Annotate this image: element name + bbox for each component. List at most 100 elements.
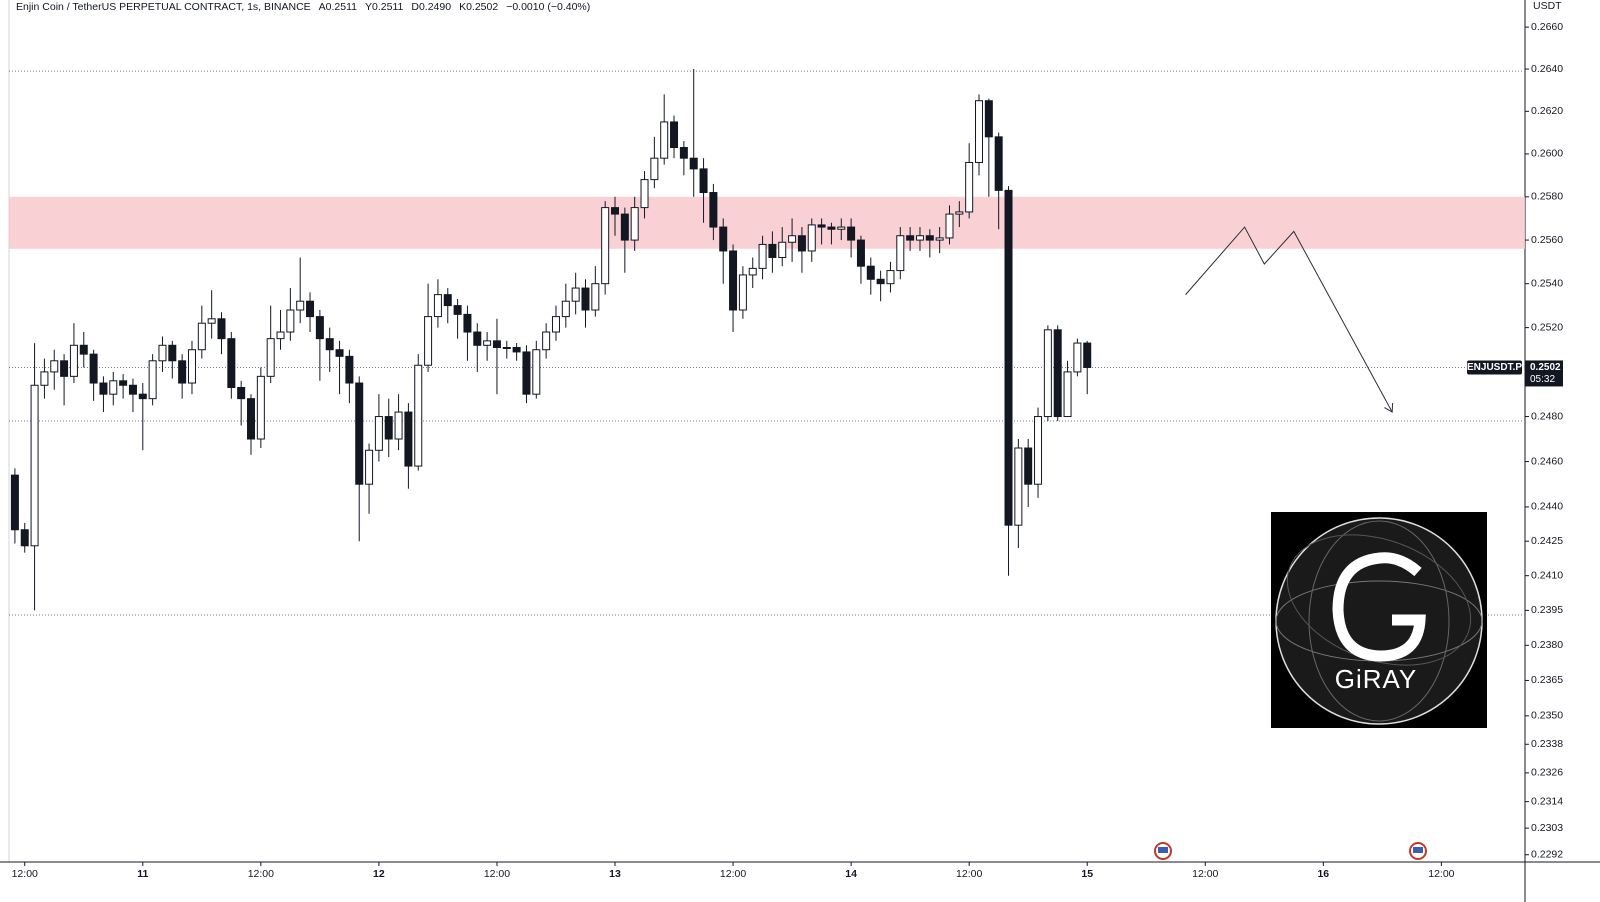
y-tick-label: 0.2640 bbox=[1531, 63, 1563, 75]
candle-body bbox=[99, 382, 108, 395]
symbol-title: Enjin Coin / TetherUS PERPETUAL CONTRACT… bbox=[16, 1, 311, 13]
candle-body bbox=[758, 243, 767, 269]
y-tick-label: 0.2580 bbox=[1531, 191, 1563, 203]
candle-body bbox=[906, 235, 915, 241]
event-flag bbox=[1413, 847, 1423, 853]
symbol-tag bbox=[1467, 360, 1522, 375]
candle-body bbox=[1034, 416, 1043, 485]
candle-body bbox=[109, 380, 118, 395]
candle-body bbox=[10, 474, 19, 531]
logo-text: GiRAY bbox=[1335, 664, 1418, 694]
candle-body bbox=[492, 340, 501, 349]
candle-body bbox=[975, 100, 984, 163]
candle-body bbox=[187, 349, 196, 384]
y-tick-label: 0.2410 bbox=[1531, 569, 1563, 581]
candle-body bbox=[404, 411, 413, 467]
price-tag bbox=[1525, 360, 1563, 387]
x-tick-label: 13 bbox=[609, 868, 621, 880]
x-tick-label: 12:00 bbox=[1192, 868, 1218, 880]
candle-body bbox=[207, 318, 216, 324]
candle-body bbox=[551, 316, 560, 333]
candle-body bbox=[306, 300, 315, 318]
candle-body bbox=[679, 146, 688, 159]
y-tick-label: 0.2303 bbox=[1531, 822, 1563, 834]
y-tick-label: 0.2380 bbox=[1531, 639, 1563, 651]
x-tick-label: 12:00 bbox=[12, 868, 38, 880]
ohlc-label: Y0.2511 bbox=[365, 1, 403, 13]
candle-body bbox=[994, 136, 1003, 191]
candle-body bbox=[512, 347, 521, 353]
projection-arrowhead bbox=[1384, 403, 1394, 413]
candle-body bbox=[345, 355, 354, 384]
logo: GiRAY bbox=[1271, 512, 1487, 728]
candle-body bbox=[1043, 329, 1052, 418]
candle-body bbox=[965, 161, 974, 213]
candle-body bbox=[1053, 329, 1062, 418]
y-tick-label: 0.2560 bbox=[1531, 234, 1563, 246]
y-tick-label: 0.2460 bbox=[1531, 455, 1563, 467]
candle-body bbox=[571, 287, 580, 302]
resistance-zone bbox=[9, 196, 1525, 249]
candle-body bbox=[542, 331, 551, 351]
x-tick-label: 12:00 bbox=[720, 868, 746, 880]
x-tick-label: 12:00 bbox=[956, 868, 982, 880]
y-tick-label: 0.2326 bbox=[1531, 767, 1563, 779]
candle-body bbox=[915, 235, 924, 241]
candle-body bbox=[719, 226, 728, 252]
candle-body bbox=[335, 349, 344, 357]
x-tick-label: 12:00 bbox=[484, 868, 510, 880]
candle-body bbox=[856, 239, 865, 267]
candle-body bbox=[158, 344, 167, 362]
candle-body bbox=[837, 226, 846, 230]
candle-body bbox=[768, 243, 777, 258]
candle-body bbox=[483, 340, 492, 346]
candle-body bbox=[670, 121, 679, 148]
candle-body bbox=[591, 283, 600, 311]
x-tick-label: 14 bbox=[845, 868, 857, 880]
candle-body bbox=[79, 344, 88, 355]
y-tick-label: 0.2425 bbox=[1531, 535, 1563, 547]
candle-body bbox=[788, 235, 797, 243]
candle-body bbox=[561, 300, 570, 318]
candle-body bbox=[797, 235, 806, 252]
candle-body bbox=[325, 338, 334, 351]
candle-body bbox=[660, 121, 669, 159]
candle-body bbox=[729, 250, 738, 311]
y-tick-label: 0.2395 bbox=[1531, 604, 1563, 616]
candle-body bbox=[886, 270, 895, 285]
candle-body bbox=[925, 235, 934, 241]
candle-body bbox=[30, 384, 39, 547]
candle-body bbox=[365, 449, 374, 485]
candle-body bbox=[69, 344, 78, 377]
candle-body bbox=[355, 382, 364, 485]
candle-body bbox=[89, 353, 98, 384]
candle-body bbox=[1004, 189, 1013, 526]
candle-body bbox=[699, 168, 708, 194]
y-tick-label: 0.2480 bbox=[1531, 410, 1563, 422]
x-tick-label: 12:00 bbox=[248, 868, 274, 880]
logo-mark bbox=[1332, 552, 1426, 662]
y-tick-label: 0.2365 bbox=[1531, 674, 1563, 686]
y-tick-label: 0.2440 bbox=[1531, 501, 1563, 513]
countdown-label: 05:32 bbox=[1530, 374, 1555, 385]
candle-body bbox=[20, 529, 29, 547]
candle-body bbox=[443, 294, 452, 307]
candle-body bbox=[640, 179, 649, 209]
candle-body bbox=[581, 287, 590, 311]
candle-body bbox=[522, 351, 531, 395]
candle-body bbox=[128, 384, 137, 395]
logo-ring bbox=[1308, 520, 1450, 722]
x-tick-label: 15 bbox=[1081, 868, 1093, 880]
x-tick-label: 12:00 bbox=[1428, 868, 1454, 880]
y-tick-label: 0.2600 bbox=[1531, 148, 1563, 160]
candle-body bbox=[60, 360, 69, 377]
plot bbox=[9, 69, 1525, 616]
candle-body bbox=[197, 322, 206, 351]
y-tick-label: 0.2292 bbox=[1531, 849, 1563, 861]
candle-body bbox=[296, 300, 305, 311]
candle-body bbox=[955, 211, 964, 215]
candle-body bbox=[866, 265, 875, 280]
candle-body bbox=[876, 278, 885, 285]
